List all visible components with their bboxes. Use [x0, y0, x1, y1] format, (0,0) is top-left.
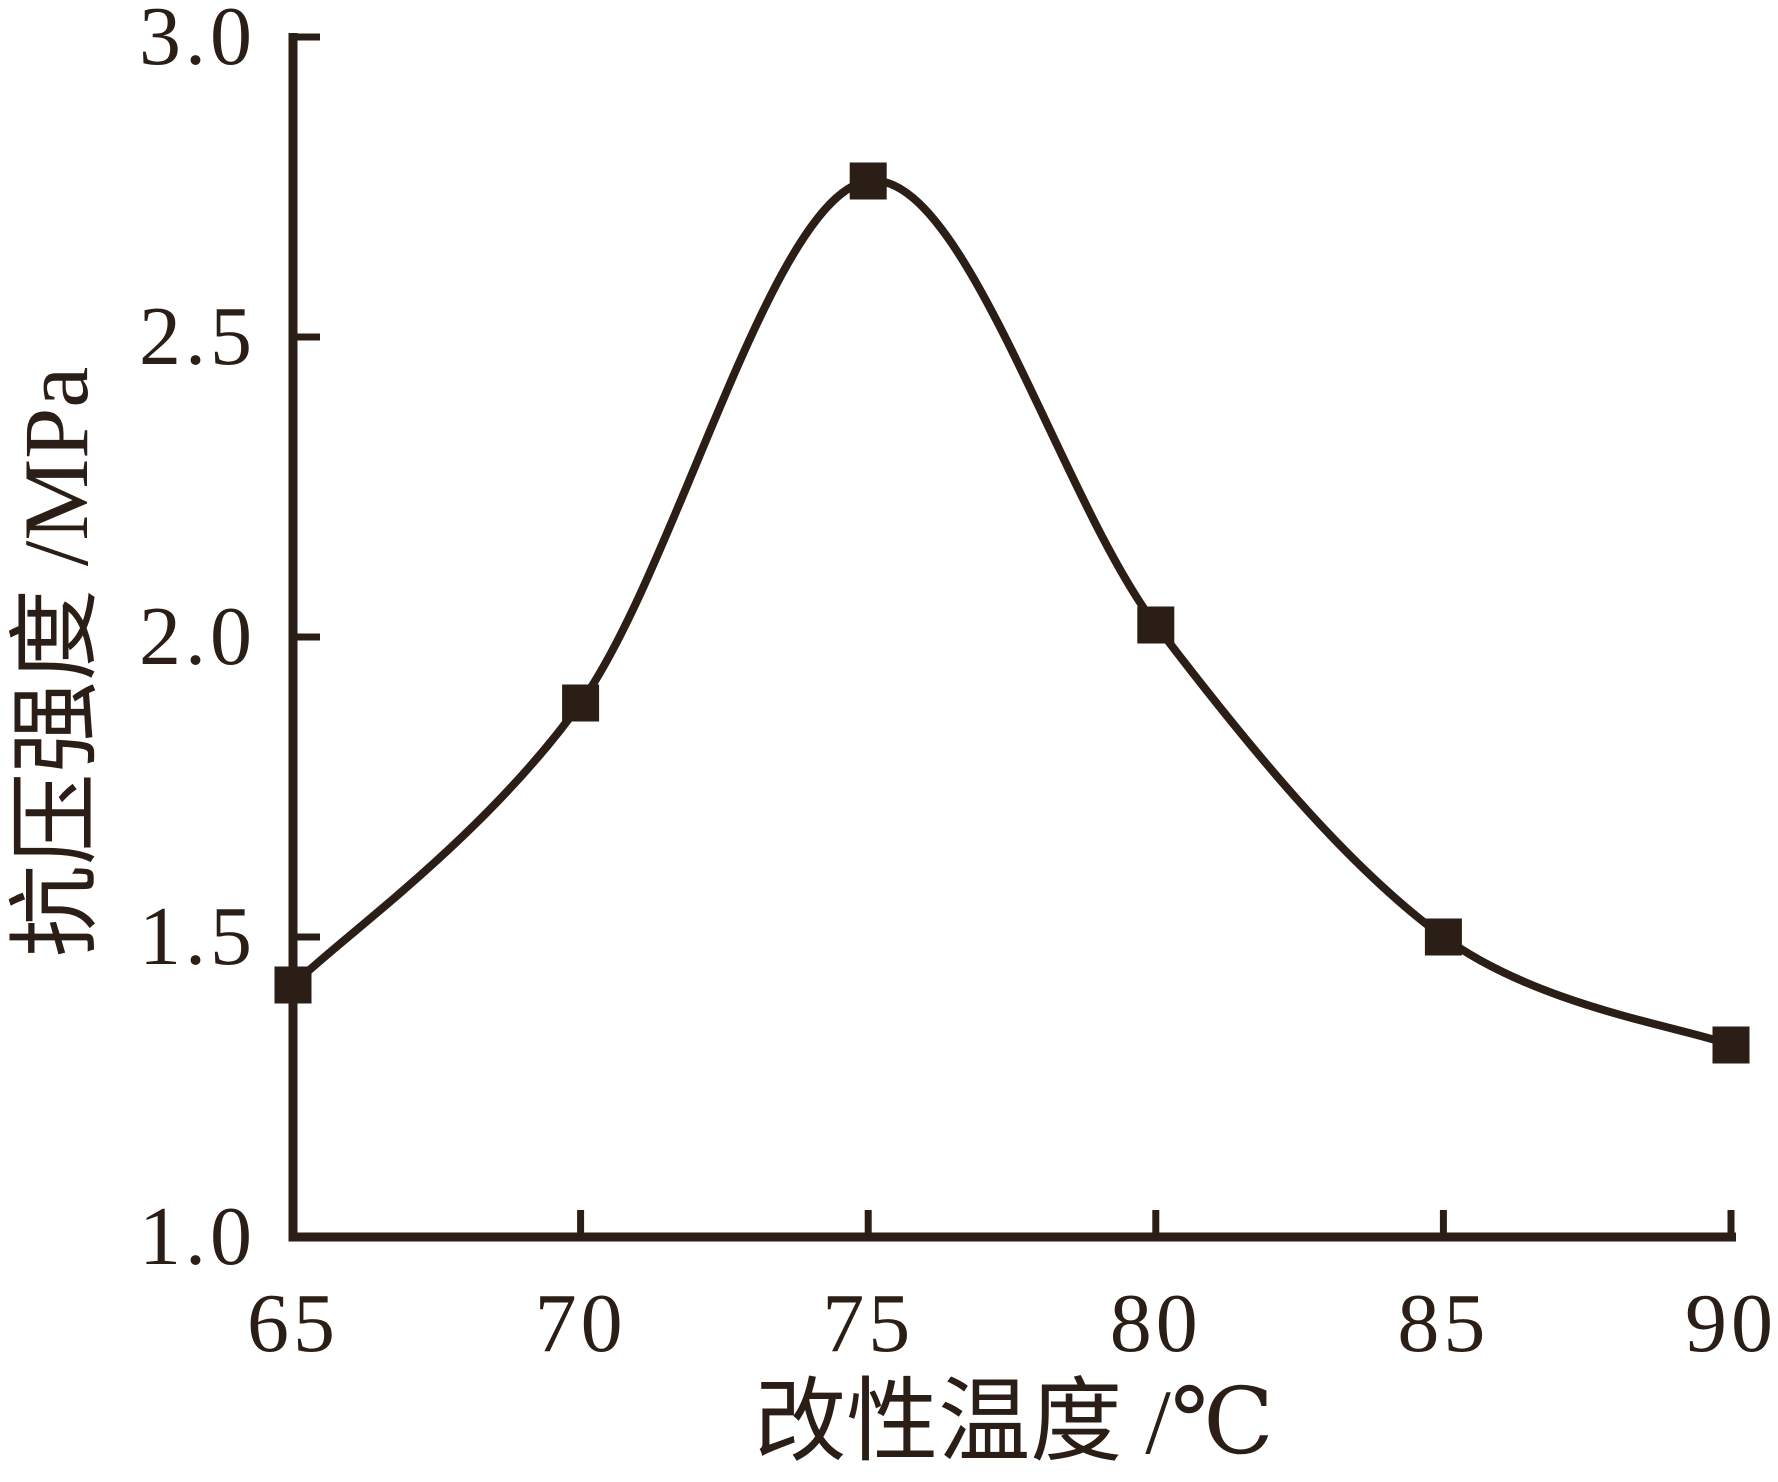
y-tick-label: 2.5: [139, 290, 256, 383]
x-tick-label: 80: [1109, 1277, 1202, 1370]
data-curve: [290, 176, 1733, 1049]
axes: [288, 33, 1736, 1242]
data-point-marker: [1137, 606, 1175, 644]
y-tick-label: 1.0: [139, 1190, 256, 1283]
x-tick-label: 70: [534, 1277, 627, 1370]
y-tick-label: 2.0: [139, 590, 256, 683]
x-tick-label: 75: [822, 1277, 915, 1370]
x-tick-label: 85: [1397, 1277, 1490, 1370]
data-point-marker: [562, 684, 600, 722]
data-point-marker: [849, 162, 887, 200]
y-tick-label: 3.0: [139, 0, 256, 83]
y-tick-label: 1.5: [139, 890, 256, 983]
data-point-marker: [274, 966, 312, 1004]
data-point-marker: [1712, 1026, 1750, 1064]
x-tick-label: 90: [1685, 1277, 1777, 1370]
data-point-marker: [1424, 918, 1462, 956]
x-tick-label: 65: [247, 1277, 339, 1370]
x-axis-title: 改性温度 /℃: [754, 1371, 1274, 1473]
